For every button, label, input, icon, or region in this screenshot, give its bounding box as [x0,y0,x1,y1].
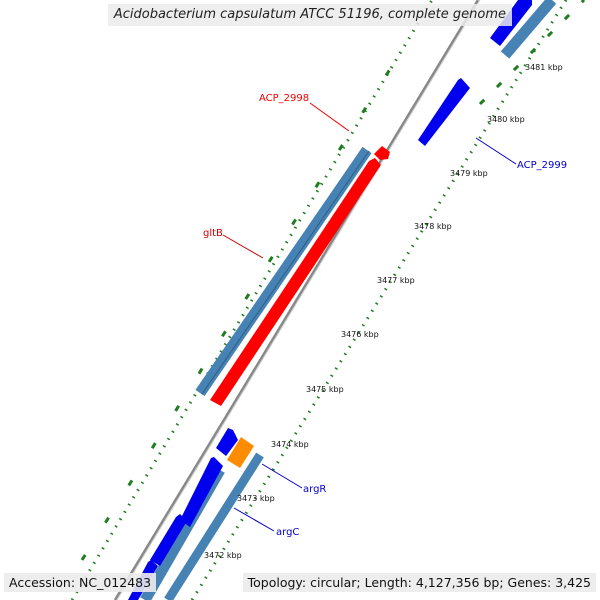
tick-label: 3474 kbp [271,440,309,449]
tick-label: 3478 kbp [414,222,452,231]
gc-dash-ring-inner [478,0,586,106]
accession-label: Accession: NC_012483 [4,573,157,592]
feature-track-outer-3 [500,0,557,59]
leader-ACP_2998 [309,102,350,132]
cds-gltB[interactable] [210,158,381,406]
leader-argC [233,507,275,532]
topology-label: Topology: circular; Length: 4,127,356 bp… [242,573,596,592]
tick-label: 3475 kbp [306,385,344,394]
leader-gltB [222,234,264,259]
leader-ACP_2999 [475,137,517,165]
map-title: Acidobacterium capsulatum ATCC 51196, co… [107,4,512,26]
tick-label: 3480 kbp [487,115,525,124]
cds-ACP_2998[interactable] [374,146,390,160]
genome-backbone [113,0,480,600]
cds-ACP_2999[interactable] [418,78,470,146]
gene-label-argC: argC [276,527,299,538]
gene-label-ACP_2999: ACP_2999 [517,160,567,171]
cds-lower-1[interactable] [216,428,238,456]
feature-track-outer-1 [195,146,372,397]
gene-label-gltB: gltB [203,228,223,239]
gene-label-ACP_2998: ACP_2998 [259,93,309,104]
gc-dot-ring-outer [70,0,434,600]
tick-label: 3476 kbp [341,330,379,339]
leader-argR [261,463,303,489]
cds-lower-argR[interactable] [180,457,223,527]
tick-label: 3477 kbp [377,276,415,285]
tick-label: 3479 kbp [450,169,488,178]
tick-label: 3472 kbp [204,551,242,560]
feature-track-inner-lower [164,452,264,600]
cds-lower-argC[interactable] [150,514,187,566]
gene-label-argR: argR [303,484,326,495]
tick-label: 3473 kbp [237,494,275,503]
feature-track-outer-1-edge [201,150,370,395]
rna-feature[interactable] [227,437,254,468]
tick-label: 3481 kbp [525,63,563,72]
genome-backbone-shadow [116,0,481,600]
